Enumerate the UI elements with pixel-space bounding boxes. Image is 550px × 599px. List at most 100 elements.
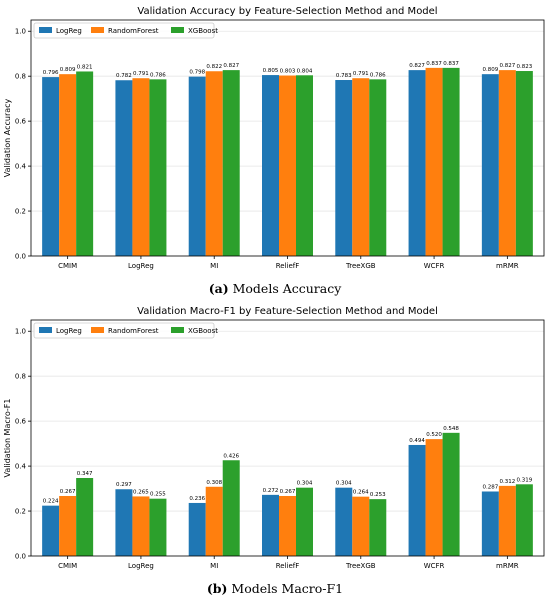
bar (352, 496, 370, 556)
data-label: 0.837 (443, 61, 459, 67)
data-label: 0.265 (133, 489, 149, 495)
bar (205, 486, 223, 556)
bar (149, 498, 167, 556)
y-tick-label: 0.0 (15, 553, 26, 561)
data-label: 0.287 (482, 484, 498, 490)
y-tick-label: 0.8 (15, 373, 26, 381)
y-tick-label: 0.8 (15, 73, 26, 81)
y-tick-label: 0.4 (15, 463, 27, 471)
bar (262, 494, 279, 556)
bar (42, 505, 60, 556)
x-tick-label: CMIM (58, 262, 77, 270)
y-tick-label: 0.6 (15, 418, 27, 426)
bar (222, 460, 240, 556)
data-label: 0.809 (60, 67, 76, 73)
legend-box (33, 22, 215, 39)
data-label: 0.827 (499, 63, 515, 69)
bar (498, 70, 516, 256)
y-tick-label: 0.0 (15, 253, 26, 261)
data-label: 0.837 (426, 61, 442, 67)
data-label: 0.548 (443, 426, 459, 432)
macro-f1-panel: Validation Macro-F1 by Feature-Selection… (0, 300, 550, 599)
x-tick-label: CMIM (58, 562, 77, 570)
data-label: 0.319 (516, 477, 532, 483)
bar (481, 491, 499, 556)
y-tick-label: 0.2 (15, 208, 26, 216)
legend-label: XGBoost (188, 27, 218, 35)
macro-f1-caption: (b) Models Macro-F1 (0, 581, 550, 596)
legend-swatch (39, 327, 52, 333)
accuracy-panel: Validation Accuracy by Feature-Selection… (0, 6, 550, 296)
data-label: 0.224 (43, 499, 59, 505)
bar (115, 489, 133, 556)
accuracy-caption-text: Models Accuracy (232, 281, 342, 296)
legend-swatch (39, 27, 52, 33)
legend-swatch (171, 327, 184, 333)
bar (296, 487, 313, 556)
data-label: 0.791 (353, 71, 369, 77)
data-label: 0.822 (206, 64, 222, 70)
data-label: 0.308 (206, 480, 222, 486)
data-label: 0.786 (370, 72, 386, 78)
chart-title: Validation Macro-F1 by Feature-Selection… (137, 306, 438, 317)
bar (352, 78, 370, 256)
data-label: 0.494 (409, 438, 425, 444)
bar (132, 496, 150, 556)
data-label: 0.804 (297, 68, 313, 74)
x-tick-label: mRMR (496, 262, 519, 270)
data-label: 0.347 (77, 471, 93, 477)
legend-swatch (91, 27, 104, 33)
legend-swatch (171, 27, 184, 33)
legend-label: LogReg (56, 27, 82, 35)
data-label: 0.253 (370, 492, 386, 498)
accuracy-caption-tag: (a) (208, 281, 229, 296)
data-label: 0.304 (336, 481, 352, 487)
data-label: 0.821 (77, 64, 93, 70)
bar (115, 80, 133, 256)
y-tick-label: 0.2 (15, 508, 26, 516)
data-label: 0.297 (116, 482, 132, 488)
data-label: 0.783 (336, 73, 352, 79)
data-label: 0.426 (223, 453, 239, 459)
bar (76, 71, 94, 256)
bar (188, 502, 206, 556)
bar (425, 439, 443, 556)
data-label: 0.803 (280, 69, 296, 75)
legend: LogReg RandomForest XGBoost (33, 22, 218, 39)
data-label: 0.827 (409, 63, 425, 69)
legend-box (33, 322, 215, 339)
bar (149, 79, 167, 256)
legend-label: XGBoost (188, 327, 218, 335)
bar (498, 485, 516, 556)
bar (205, 71, 223, 256)
bar (442, 432, 460, 556)
macro-f1-caption-text: Models Macro-F1 (231, 581, 344, 596)
macro-f1-caption-tag: (b) (206, 581, 228, 596)
plot-frame (30, 319, 545, 557)
data-label: 0.782 (116, 73, 132, 79)
legend-label: LogReg (56, 327, 82, 335)
accuracy-caption: (a) Models Accuracy (0, 281, 550, 296)
x-tick-label: MI (210, 562, 218, 570)
x-tick-label: MI (210, 262, 218, 270)
bar (42, 77, 60, 256)
data-label: 0.786 (150, 72, 166, 78)
accuracy-chart: Validation Accuracy by Feature-Selection… (3, 6, 545, 270)
bar (408, 70, 426, 256)
macro-f1-chart: Validation Macro-F1 by Feature-Selection… (3, 306, 545, 570)
bar (132, 78, 150, 256)
y-tick-label: 0.4 (15, 163, 27, 171)
data-label: 0.264 (353, 490, 369, 496)
y-axis-label: Validation Macro-F1 (3, 399, 12, 478)
legend-label: RandomForest (108, 27, 159, 35)
bar (222, 70, 240, 256)
x-tick-label: ReliefF (276, 262, 300, 270)
bar (188, 76, 206, 256)
bar (262, 75, 279, 256)
data-label: 0.304 (297, 481, 313, 487)
x-tick-label: mRMR (496, 562, 519, 570)
bar (296, 75, 313, 256)
x-tick-label: WCFR (424, 562, 445, 570)
bar (515, 71, 533, 256)
y-axis-label: Validation Accuracy (3, 98, 12, 177)
